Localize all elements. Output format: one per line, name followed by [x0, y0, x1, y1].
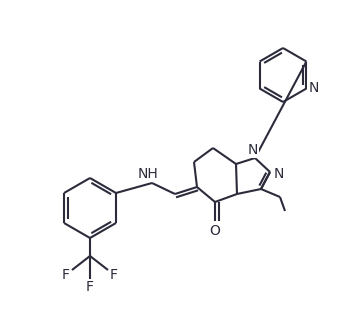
Text: N: N — [308, 81, 319, 95]
Text: O: O — [210, 224, 220, 238]
Text: F: F — [62, 268, 70, 282]
Text: F: F — [86, 280, 94, 294]
Text: N: N — [248, 143, 258, 157]
Text: F: F — [110, 268, 118, 282]
Text: N: N — [274, 167, 284, 181]
Text: NH: NH — [138, 167, 158, 181]
